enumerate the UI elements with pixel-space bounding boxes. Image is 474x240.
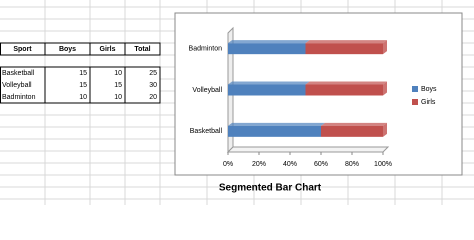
bar-top [228,40,310,44]
y-tick-label: Volleyball [192,87,222,94]
bar-side [383,122,387,137]
cell: 10 [114,70,122,77]
bar-top [321,122,387,126]
chart: 0% 20% 40% 60% 80% 100% Basketball Volleyball Ba… [189,26,437,168]
spreadsheet: Sport Boys Girls Total Basketball 15 10 25 Volle… [0,0,474,205]
cell: 10 [114,94,122,101]
bar [305,43,383,55]
cell: Basketball [2,70,35,77]
bar [228,84,306,96]
legend-label: Boys [421,86,437,93]
cell: 20 [149,94,157,101]
y-tick-label: Basketball [190,128,223,135]
x-tick-label: 20% [252,161,266,168]
cell: 10 [79,94,87,101]
bar-top [305,81,387,85]
header-box [0,42,161,56]
chart-title: Segmented Bar Chart [219,183,322,194]
bar-top [228,122,325,126]
cell: 15 [79,70,87,77]
bar-top [228,81,310,85]
bar [228,43,306,55]
x-tick-label: 40% [283,161,297,168]
cell: 15 [114,82,122,89]
chart-floor [226,146,390,153]
bar [228,125,321,137]
legend-swatch [412,86,418,92]
cell: 25 [149,70,157,77]
body-box [0,66,161,104]
bar-side [383,40,387,55]
x-tick-label: 100% [374,161,392,168]
bar [321,125,383,137]
y-tick-label: Badminton [189,46,223,53]
cell: Badminton [2,94,36,101]
bar-top [305,40,387,44]
header-cell: Boys [59,46,76,53]
cell: Volleyball [2,82,32,89]
header-cell: Total [134,46,150,53]
header-cell: Girls [100,46,116,53]
cell: 15 [79,82,87,89]
cell: 30 [149,82,157,89]
bar-side [383,81,387,96]
bar [305,84,383,96]
data-table: Sport Boys Girls Total Basketball 15 10 25 Volle… [0,42,161,104]
x-tick-label: 60% [314,161,328,168]
legend-swatch [412,99,418,105]
header-cell: Sport [13,46,32,53]
x-tick-label: 80% [345,161,359,168]
x-tick-label: 0% [223,161,233,168]
legend-label: Girls [421,99,436,106]
